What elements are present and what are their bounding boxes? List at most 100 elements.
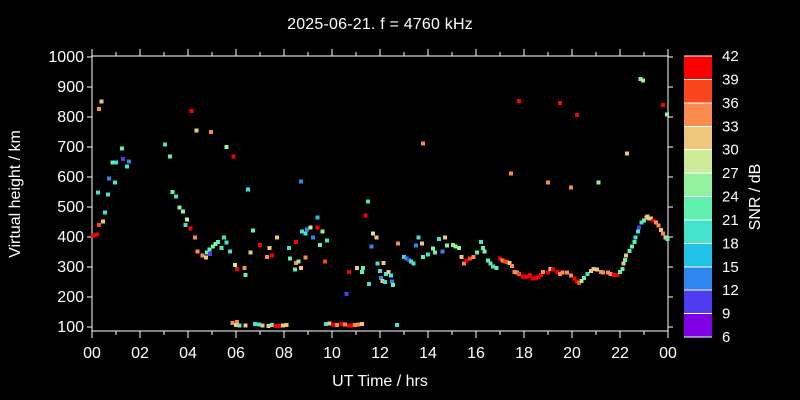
data-point: [97, 106, 102, 111]
data-point: [591, 266, 596, 271]
x-tick-label: 04: [179, 345, 197, 362]
data-point: [409, 259, 414, 264]
data-point: [630, 244, 634, 249]
data-point: [589, 268, 594, 273]
data-point: [560, 270, 565, 275]
data-point: [411, 261, 416, 266]
data-point: [242, 265, 247, 270]
data-point: [642, 218, 646, 223]
data-point: [433, 250, 438, 255]
data-point: [475, 250, 480, 255]
data-point: [661, 103, 666, 107]
data-point: [298, 265, 303, 270]
x-tick-label: 14: [419, 345, 437, 362]
data-point: [520, 274, 525, 279]
data-point: [343, 322, 348, 327]
data-point: [274, 235, 279, 240]
data-point: [303, 255, 308, 260]
data-point: [292, 267, 297, 272]
y-tick-label: 500: [57, 199, 84, 216]
data-point: [574, 279, 579, 284]
colorbar-segment: [684, 290, 712, 315]
colorbar-segment: [684, 219, 712, 244]
colorbar-segment: [684, 56, 712, 80]
data-point: [638, 77, 643, 82]
data-point: [436, 236, 441, 241]
data-point: [300, 229, 304, 234]
colorbar-tick-label: 24: [722, 189, 739, 206]
data-point: [396, 241, 400, 246]
data-point: [219, 245, 224, 250]
data-point: [270, 253, 274, 258]
data-point: [318, 242, 322, 247]
data-point: [91, 233, 96, 238]
data-point: [270, 322, 274, 327]
data-point: [303, 231, 308, 236]
x-tick-label: 20: [563, 345, 581, 362]
data-point: [194, 128, 199, 133]
data-point: [546, 270, 550, 275]
data-point: [394, 322, 399, 327]
data-point: [174, 194, 178, 199]
colorbar-tick-label: 27: [722, 165, 739, 182]
colorbar-tick-label: 30: [722, 142, 739, 159]
colorbar-tick-label: 33: [722, 118, 739, 135]
data-point: [618, 269, 622, 274]
colorbar-segment: [684, 173, 712, 197]
data-point: [538, 272, 543, 277]
data-point: [339, 322, 344, 326]
data-point: [451, 242, 456, 247]
data-point: [375, 261, 380, 266]
data-point: [500, 258, 505, 263]
data-point: [231, 154, 236, 159]
data-point: [331, 322, 336, 327]
data-point: [565, 270, 570, 275]
data-point: [100, 219, 105, 224]
data-point: [106, 176, 111, 181]
data-point: [380, 278, 385, 283]
data-point: [512, 269, 517, 274]
data-point: [541, 269, 546, 274]
data-point: [601, 270, 606, 275]
data-point: [352, 322, 357, 327]
data-point: [189, 109, 194, 113]
data-point: [177, 205, 182, 210]
data-point: [237, 323, 242, 328]
data-point: [486, 258, 490, 263]
data-point: [462, 261, 466, 266]
data-point: [96, 190, 100, 195]
colorbar-tick-label: 15: [722, 259, 739, 276]
colorbar-tick-label: 9: [722, 306, 730, 323]
data-point: [294, 260, 298, 265]
data-point: [232, 262, 237, 267]
data-point: [184, 217, 189, 222]
data-point: [661, 231, 666, 236]
data-point: [596, 180, 601, 185]
data-point: [558, 271, 562, 276]
data-point: [356, 322, 361, 327]
data-point: [324, 322, 328, 326]
data-point: [421, 254, 426, 259]
data-point: [382, 280, 387, 284]
data-point: [124, 164, 129, 169]
data-point: [426, 252, 430, 257]
data-point: [228, 249, 232, 254]
data-point: [482, 249, 487, 254]
colorbar-segment: [684, 313, 712, 338]
data-point: [322, 259, 327, 264]
data-point: [558, 101, 562, 106]
data-point: [320, 229, 325, 234]
chart-title: 2025-06-21. f = 4760 kHz: [287, 16, 473, 33]
data-point: [536, 274, 541, 279]
data-point: [664, 112, 669, 117]
y-tick-label: 100: [57, 319, 84, 336]
data-point: [369, 244, 374, 249]
data-point: [381, 260, 386, 265]
data-point: [530, 276, 535, 281]
x-tick-label: 06: [227, 345, 245, 362]
data-point: [248, 250, 253, 255]
y-tick-label: 300: [57, 259, 84, 276]
colorbar-tick-label: 21: [722, 212, 739, 229]
data-point: [488, 261, 493, 266]
